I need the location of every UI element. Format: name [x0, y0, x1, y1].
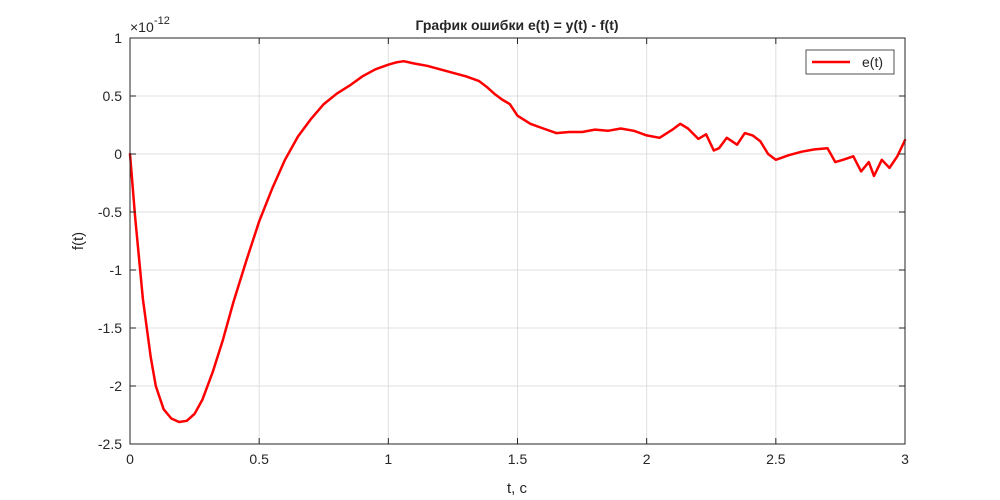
- y-tick-label: -2.5: [98, 436, 122, 452]
- x-tick-label: 2: [643, 451, 651, 467]
- y-tick-label: -1: [110, 262, 123, 278]
- x-tick-label: 1.5: [508, 451, 528, 467]
- y-tick-label: 0: [114, 146, 122, 162]
- legend: e(t): [805, 49, 895, 75]
- x-tick-label: 2.5: [766, 451, 786, 467]
- y-exponent-multiplier: ×10: [130, 19, 154, 35]
- y-tick-label: 0.5: [103, 88, 123, 104]
- y-axis-label: f(t): [70, 232, 87, 250]
- legend-label: e(t): [862, 54, 883, 70]
- series-line-e-t: [128, 59, 907, 424]
- y-tick-label: -1.5: [98, 320, 122, 336]
- x-tick-label: 3: [901, 451, 909, 467]
- x-axis-label: t, c: [507, 480, 528, 497]
- x-tick-label: 0: [126, 451, 134, 467]
- y-exponent-value: -12: [154, 15, 170, 27]
- x-tick-label: 1: [384, 451, 392, 467]
- y-tick-label: 1: [114, 30, 122, 46]
- chart-title: График ошибки e(t) = y(t) - f(t): [415, 17, 618, 33]
- axis-ticks: 0 0.5 1 1.5 2 2.5 3 1 0.5 0 -0.5 -1 -1.5 -2 -2.5: [98, 30, 909, 467]
- y-tick-label: -0.5: [98, 204, 122, 220]
- y-tick-label: -2: [110, 378, 123, 394]
- series-layer: [128, 59, 907, 424]
- x-tick-label: 0.5: [249, 451, 269, 467]
